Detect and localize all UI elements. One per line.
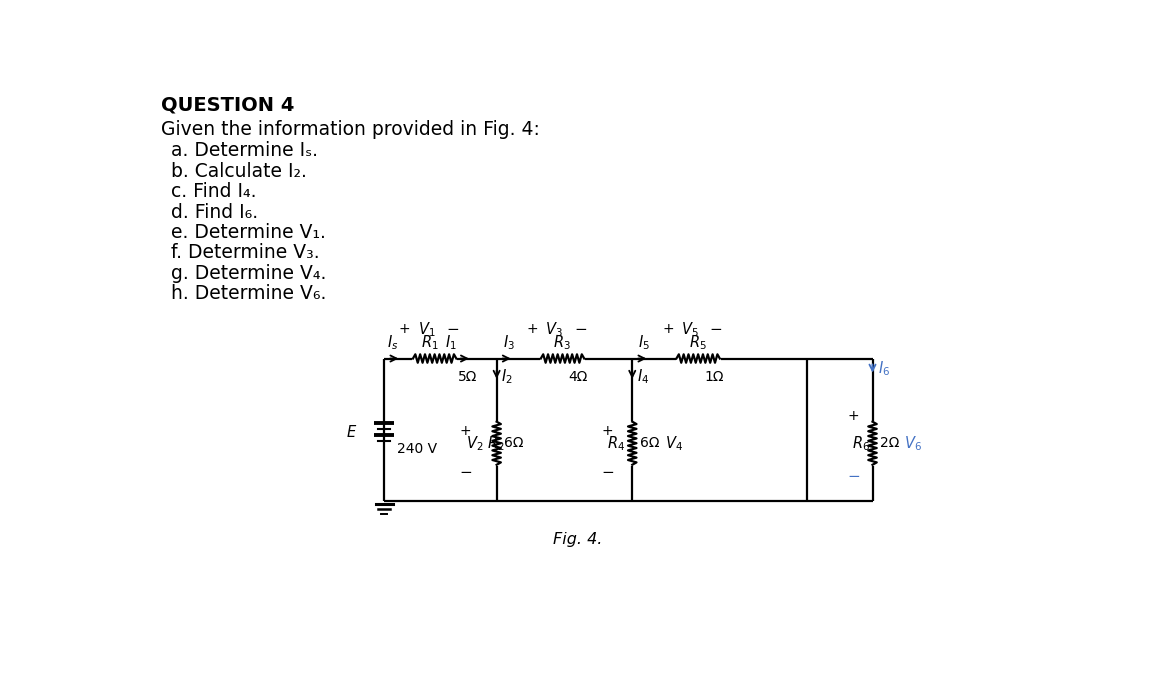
Text: $V_2$: $V_2$: [465, 434, 483, 452]
Text: $I_1$: $I_1$: [446, 334, 457, 353]
Text: Fig. 4.: Fig. 4.: [553, 532, 602, 546]
Text: −: −: [848, 469, 861, 484]
Text: −: −: [601, 465, 614, 480]
Text: +: +: [399, 322, 410, 336]
Text: $V_1$: $V_1$: [417, 320, 435, 339]
Text: d. Find I₆.: d. Find I₆.: [172, 203, 258, 222]
Text: $R_4$: $R_4$: [607, 434, 626, 452]
Text: h. Determine V₆.: h. Determine V₆.: [172, 284, 326, 303]
Text: $R_6$: $R_6$: [852, 434, 871, 452]
Text: −: −: [446, 322, 458, 337]
Text: $V_3$: $V_3$: [545, 320, 563, 339]
Text: $I_s$: $I_s$: [387, 334, 397, 353]
Text: a. Determine Iₛ.: a. Determine Iₛ.: [172, 141, 318, 160]
Text: c. Find I₄.: c. Find I₄.: [172, 182, 257, 201]
Text: $I_2$: $I_2$: [501, 367, 513, 386]
Text: $R_2$: $R_2$: [486, 434, 505, 452]
Text: +: +: [526, 322, 538, 336]
Text: g. Determine V₄.: g. Determine V₄.: [172, 264, 326, 283]
Text: 6Ω: 6Ω: [641, 436, 659, 450]
Text: b. Calculate I₂.: b. Calculate I₂.: [172, 162, 306, 181]
Text: 6Ω: 6Ω: [505, 436, 524, 450]
Text: −: −: [710, 322, 722, 337]
Text: f. Determine V₃.: f. Determine V₃.: [172, 243, 320, 262]
Text: $I_6$: $I_6$: [878, 359, 890, 378]
Text: +: +: [662, 322, 674, 336]
Text: 1Ω: 1Ω: [704, 370, 723, 384]
Text: +: +: [601, 424, 613, 438]
Text: Given the information provided in Fig. 4:: Given the information provided in Fig. 4…: [161, 120, 540, 139]
Text: 4Ω: 4Ω: [569, 370, 588, 384]
Text: 5Ω: 5Ω: [457, 370, 477, 384]
Text: 2Ω: 2Ω: [880, 436, 900, 450]
Text: $I_5$: $I_5$: [638, 334, 651, 353]
Text: +: +: [848, 409, 859, 423]
Text: $I_4$: $I_4$: [637, 367, 649, 386]
Text: $V_4$: $V_4$: [665, 434, 683, 452]
Text: $R_5$: $R_5$: [689, 334, 706, 353]
Text: $V_6$: $V_6$: [903, 434, 922, 452]
Text: $I_3$: $I_3$: [502, 334, 515, 353]
Text: QUESTION 4: QUESTION 4: [161, 95, 295, 114]
Text: $R_1$: $R_1$: [422, 334, 439, 353]
Text: −: −: [460, 465, 472, 480]
Text: $E$: $E$: [346, 424, 357, 440]
Text: e. Determine V₁.: e. Determine V₁.: [172, 223, 326, 242]
Text: −: −: [574, 322, 586, 337]
Text: $V_5$: $V_5$: [681, 320, 699, 339]
Text: 240 V: 240 V: [396, 442, 437, 456]
Text: +: +: [460, 424, 471, 438]
Text: $R_3$: $R_3$: [553, 334, 571, 353]
